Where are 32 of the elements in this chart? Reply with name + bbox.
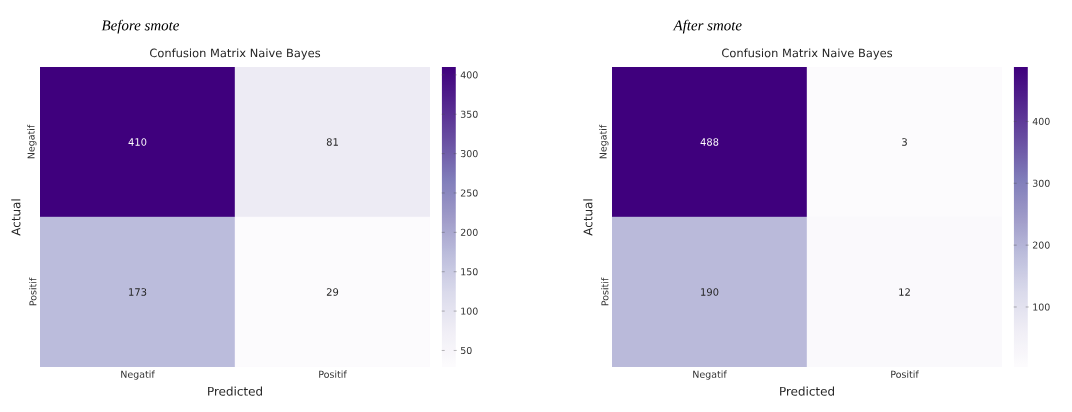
color-bar-label: 100	[1033, 303, 1050, 311]
color-bar-label: 200	[460, 228, 478, 236]
color-bar-label: 400	[460, 71, 478, 79]
x-tick-label: Negatif	[693, 370, 727, 380]
color-bar-label: 350	[460, 110, 478, 118]
data-label: 190	[701, 288, 719, 296]
color-bar-label: 100	[461, 307, 478, 315]
data-label: 410	[128, 138, 147, 146]
x-tick-label: Positif	[891, 370, 919, 378]
text: Before smote	[101, 19, 180, 34]
color-bar-label: 150	[461, 268, 478, 276]
color-bar-label: 400	[1032, 117, 1050, 126]
color-bar-label: 50	[460, 346, 472, 355]
data-label: 29	[326, 288, 339, 296]
y-axis-title: Actual	[583, 199, 593, 236]
chart-title: Confusion Matrix Naive Bayes	[150, 48, 321, 60]
x-tick-label: Positif	[319, 370, 347, 378]
x-axis-title: Predicted	[208, 386, 262, 396]
chart-title: Confusion Matrix Naive Bayes	[722, 48, 893, 60]
color-bar-label: 250	[460, 189, 478, 197]
data-label: 3	[902, 138, 907, 146]
color-bar-label: 300	[1032, 179, 1050, 187]
text: After smote	[672, 19, 742, 34]
data-label: 488	[700, 138, 719, 146]
data-label: 12	[899, 288, 910, 296]
color-bar-label: 300	[460, 150, 478, 158]
x-tick-label: Negatif	[121, 370, 155, 380]
data-label: 81	[326, 138, 338, 146]
data-label: 173	[129, 288, 147, 296]
x-axis-title: Predicted	[780, 386, 834, 396]
y-axis-title: Actual	[11, 199, 21, 236]
color-bar-label: 200	[1032, 241, 1050, 249]
